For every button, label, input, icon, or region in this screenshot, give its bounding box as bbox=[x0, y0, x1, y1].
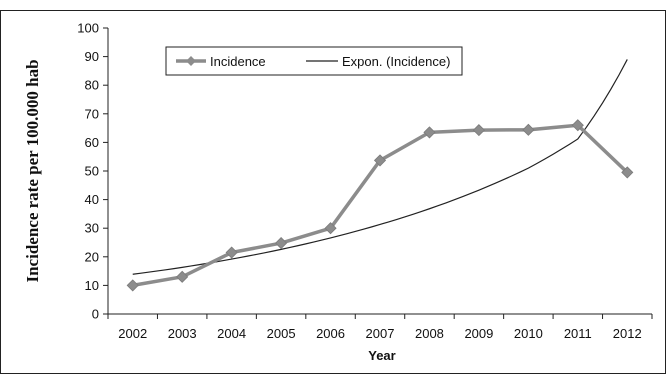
y-tick-label: 90 bbox=[85, 49, 99, 64]
x-axis-title: Year bbox=[368, 348, 395, 363]
y-tick-label: 0 bbox=[92, 307, 99, 322]
x-tick-label: 2002 bbox=[118, 326, 147, 341]
y-tick-label: 30 bbox=[85, 221, 99, 236]
data-point-incidence-2004 bbox=[225, 246, 238, 259]
x-tick-label: 2008 bbox=[415, 326, 444, 341]
y-tick-label: 10 bbox=[85, 278, 99, 293]
series-line-incidence bbox=[132, 123, 629, 288]
data-point-incidence-2008 bbox=[423, 126, 436, 139]
x-tick-label: 2011 bbox=[564, 326, 592, 341]
data-point-incidence-2012 bbox=[621, 166, 634, 179]
legend-label-incidence: Incidence bbox=[210, 54, 266, 69]
y-tick-label: 80 bbox=[85, 78, 99, 93]
x-tick-label: 2004 bbox=[217, 326, 246, 341]
y-axis-ticks: 0 10 20 30 40 50 60 70 80 90 100 bbox=[77, 21, 108, 322]
y-tick-label: 40 bbox=[85, 192, 99, 207]
series-markers-incidence bbox=[126, 119, 634, 292]
legend-box bbox=[165, 46, 463, 76]
x-tick-label: 2005 bbox=[267, 326, 296, 341]
data-point-incidence-2005 bbox=[275, 237, 288, 250]
x-tick-label: 2010 bbox=[514, 326, 543, 341]
data-point-incidence-2002 bbox=[126, 279, 139, 292]
y-tick-label: 100 bbox=[77, 21, 99, 36]
data-point-incidence-2003 bbox=[176, 270, 189, 283]
x-axis-ticks: 2002 2003 2004 2005 2006 2007 2008 2009 2010 2011… bbox=[107, 314, 653, 341]
data-point-incidence-2011 bbox=[571, 119, 584, 132]
data-point-incidence-2010 bbox=[522, 123, 535, 136]
legend-marker-incidence bbox=[186, 56, 196, 66]
y-tick-label: 50 bbox=[85, 164, 99, 179]
series-line-expon-incidence bbox=[132, 59, 628, 275]
legend-label-expon-incidence: Expon. (Incidence) bbox=[342, 54, 450, 69]
x-tick-label: 2003 bbox=[168, 326, 197, 341]
x-tick-label: 2009 bbox=[464, 326, 493, 341]
y-tick-label: 60 bbox=[85, 135, 99, 150]
x-tick-label: 2007 bbox=[366, 326, 395, 341]
x-tick-label: 2006 bbox=[316, 326, 345, 341]
data-point-incidence-2007 bbox=[373, 154, 387, 167]
y-tick-label: 70 bbox=[85, 106, 99, 121]
y-tick-label: 20 bbox=[85, 249, 99, 264]
x-tick-label: 2012 bbox=[613, 326, 642, 341]
data-point-incidence-2009 bbox=[472, 124, 485, 137]
legend: Incidence Expon. (Incidence) bbox=[165, 46, 463, 76]
data-point-incidence-2006 bbox=[324, 222, 337, 235]
y-axis-title: Incidence rate per 100.000 hab bbox=[23, 59, 42, 282]
